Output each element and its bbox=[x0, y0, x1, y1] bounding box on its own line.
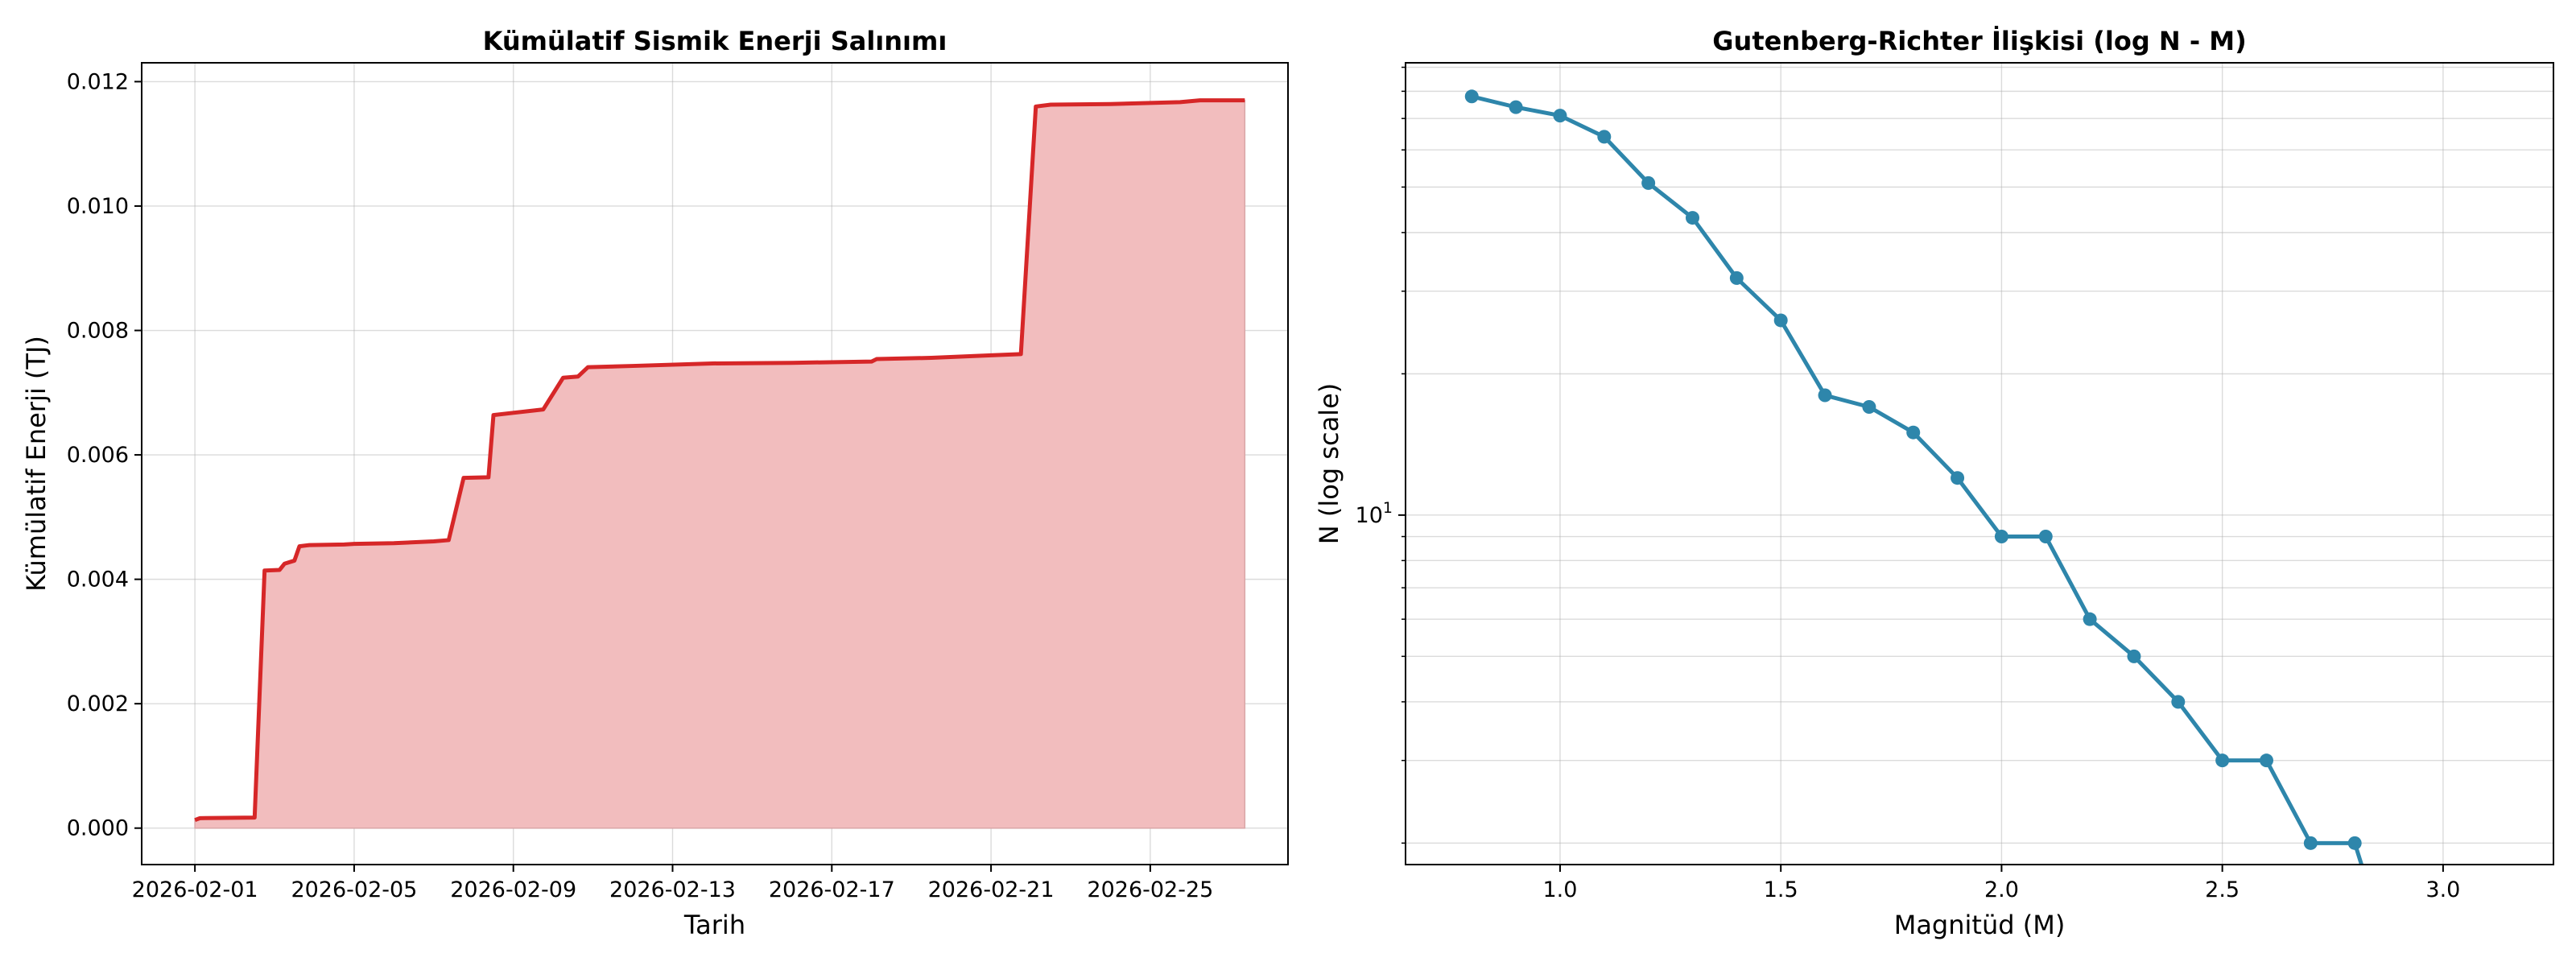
energy-y-tick-label: 0.004 bbox=[67, 568, 129, 592]
energy-y-axis: 0.000 0.002 0.004 0.006 0.008 0.010 0.012 bbox=[67, 69, 142, 841]
gr-x-tick-label: 2.5 bbox=[2205, 877, 2240, 902]
gr-series-line bbox=[1471, 94, 2364, 865]
energy-x-tick-label: 2026-02-09 bbox=[450, 877, 576, 902]
gr-x-tick-label: 1.0 bbox=[1542, 877, 1577, 902]
gr-data-point bbox=[1773, 313, 1788, 328]
energy-marks bbox=[194, 98, 1246, 829]
gr-grid bbox=[1406, 63, 2553, 865]
gr-data-point bbox=[1729, 270, 1744, 285]
gr-data-point bbox=[2083, 612, 2097, 626]
gr-data-point bbox=[2347, 836, 2362, 850]
gr-chart-title: Gutenberg-Richter İlişkisi (log N - M) bbox=[1712, 26, 2246, 56]
gr-data-point bbox=[2303, 836, 2318, 850]
gr-marks bbox=[1464, 89, 2364, 865]
gr-data-point bbox=[1597, 130, 1612, 144]
energy-chart-title: Kümülatif Sismik Enerji Salınımı bbox=[483, 26, 947, 56]
energy-y-tick-label: 0.000 bbox=[67, 816, 129, 841]
gr-data-point bbox=[2038, 530, 2053, 544]
energy-x-tick-label: 2026-02-01 bbox=[132, 877, 258, 902]
energy-chart: 2026-02-01 2026-02-05 2026-02-09 2026-02-13… bbox=[21, 26, 1289, 940]
energy-x-tick-label: 2026-02-17 bbox=[769, 877, 895, 902]
energy-y-tick-label: 0.008 bbox=[67, 319, 129, 344]
gutenberg-richter-chart: 1.0 1.5 2.0 2.5 3.0 101 Gutenberg-Richter İl… bbox=[1314, 26, 2554, 940]
gr-data-point bbox=[2171, 695, 2186, 709]
gr-x-axis-label: Magnitüd (M) bbox=[1894, 910, 2066, 940]
energy-y-tick-label: 0.010 bbox=[67, 194, 129, 219]
gr-data-point bbox=[1862, 400, 1876, 415]
gr-plot-background bbox=[1406, 63, 2553, 865]
gr-x-tick-label: 1.5 bbox=[1764, 877, 1798, 902]
energy-x-tick-label: 2026-02-13 bbox=[609, 877, 736, 902]
energy-x-tick-label: 2026-02-25 bbox=[1087, 877, 1213, 902]
gr-data-point bbox=[1994, 530, 2008, 544]
energy-y-tick-label: 0.006 bbox=[67, 443, 129, 468]
gr-plot-frame bbox=[1405, 62, 2554, 865]
energy-y-axis-label: Kümülatif Enerji (TJ) bbox=[21, 336, 52, 592]
gr-y-tick-label: 101 bbox=[1356, 499, 1393, 528]
energy-x-axis: 2026-02-01 2026-02-05 2026-02-09 2026-02-13… bbox=[132, 865, 1213, 902]
gr-data-point bbox=[2215, 753, 2230, 768]
gr-x-axis: 1.0 1.5 2.0 2.5 3.0 bbox=[1542, 865, 2460, 902]
gr-data-point bbox=[1686, 211, 1699, 225]
gr-x-tick-label: 2.0 bbox=[1984, 877, 2019, 902]
gr-y-axis: 101 bbox=[1356, 66, 1406, 844]
gr-data-point bbox=[1464, 89, 1479, 104]
energy-x-tick-label: 2026-02-21 bbox=[928, 877, 1055, 902]
gr-y-tick-base: 10 bbox=[1356, 503, 1383, 528]
gr-data-point bbox=[2127, 649, 2141, 663]
energy-series-line bbox=[194, 98, 1245, 823]
gr-y-axis-label: N (log scale) bbox=[1314, 383, 1344, 544]
gr-y-tick-exponent: 1 bbox=[1383, 499, 1393, 517]
gr-data-point bbox=[2260, 753, 2273, 768]
energy-y-tick-label: 0.012 bbox=[67, 69, 129, 94]
gr-data-point bbox=[1951, 471, 1965, 485]
energy-x-tick-label: 2026-02-05 bbox=[291, 877, 417, 902]
gr-data-point bbox=[1509, 100, 1523, 114]
energy-x-axis-label: Tarih bbox=[683, 910, 745, 940]
gr-data-point bbox=[1641, 175, 1656, 190]
gr-data-point bbox=[1906, 425, 1921, 440]
energy-y-tick-label: 0.002 bbox=[67, 691, 129, 716]
gr-x-tick-label: 3.0 bbox=[2425, 877, 2460, 902]
gr-data-point bbox=[1553, 109, 1567, 123]
energy-plot-frame bbox=[141, 62, 1289, 865]
gr-data-point bbox=[1818, 388, 1832, 402]
